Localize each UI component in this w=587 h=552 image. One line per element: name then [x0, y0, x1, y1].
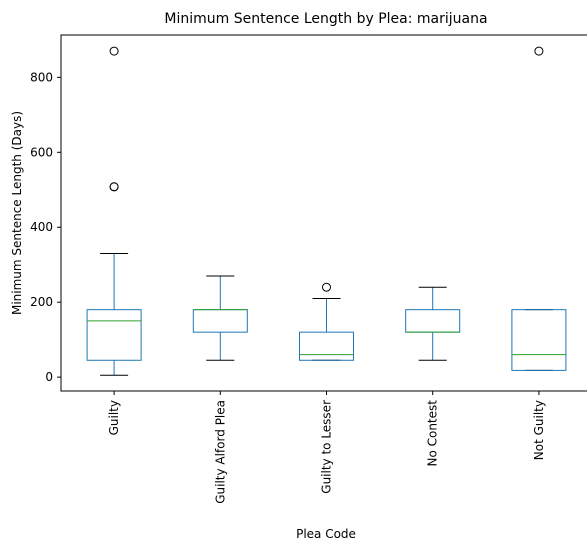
- x-tick-label: No Contest: [426, 400, 440, 467]
- box-guilty: [86, 46, 142, 376]
- chart-title: Minimum Sentence Length by Plea: marijua…: [164, 11, 487, 27]
- x-tick-label: Not Guilty: [532, 400, 546, 460]
- x-tick-label: Guilty Alford Plea: [213, 400, 227, 504]
- plot-area: [86, 46, 567, 376]
- iqr-box: [405, 309, 461, 333]
- box-guilty-alford-plea: [192, 275, 248, 361]
- box-guilty-to-lesser: [299, 282, 354, 361]
- iqr-box: [511, 309, 567, 371]
- y-tick-label: 200: [30, 295, 53, 309]
- outlier-point: [109, 46, 119, 56]
- outlier-point: [109, 182, 119, 192]
- iqr-box: [86, 309, 142, 361]
- y-axis-label: Minimum Sentence Length (Days): [10, 111, 24, 315]
- x-tick-label: Guilty to Lesser: [320, 400, 334, 494]
- x-tick-label: Guilty: [107, 400, 121, 435]
- iqr-box: [192, 309, 248, 333]
- outlier-point: [534, 46, 544, 56]
- box-not-guilty: [511, 46, 567, 371]
- outlier-point: [322, 282, 331, 292]
- y-tick-label: 600: [30, 145, 53, 159]
- x-axis-label: Plea Code: [296, 527, 356, 541]
- y-tick-label: 0: [45, 370, 53, 384]
- box-no-contest: [405, 286, 461, 361]
- iqr-box: [299, 331, 354, 361]
- y-tick-label: 800: [30, 70, 53, 84]
- y-tick-label: 400: [30, 220, 53, 234]
- plot-frame: [60, 34, 587, 392]
